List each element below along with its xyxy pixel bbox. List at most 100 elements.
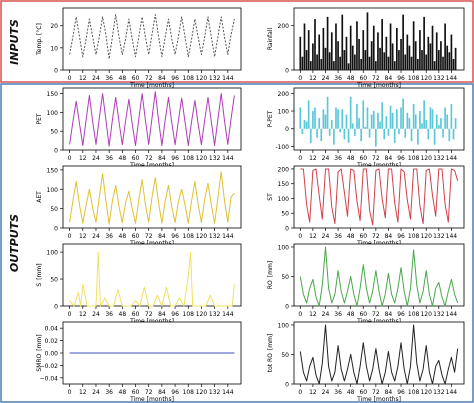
bar-p_pet xyxy=(301,128,304,135)
bar-rainfall xyxy=(444,23,446,70)
x-tick-label: 60 xyxy=(132,311,140,318)
bar-p_pet xyxy=(362,100,365,129)
x-tick-label: 60 xyxy=(359,311,367,318)
x-tick-label: 0 xyxy=(68,155,72,162)
plot-area-aet xyxy=(62,165,242,229)
x-axis-label: Time [months] xyxy=(356,162,401,169)
bar-p_pet xyxy=(433,128,436,145)
bar-rainfall xyxy=(408,45,411,70)
x-tick-label: 84 xyxy=(385,75,393,82)
bar-p_pet xyxy=(379,121,381,129)
bar-p_pet xyxy=(335,107,337,129)
y-tick-label: −0.02 xyxy=(40,363,59,370)
y-tick-label: 100 xyxy=(47,250,59,257)
bar-rainfall xyxy=(370,41,373,70)
x-tick-label: 96 xyxy=(397,155,405,162)
bar-rainfall xyxy=(305,50,308,70)
x-tick-label: 0 xyxy=(298,75,302,82)
bar-rainfall xyxy=(404,54,407,70)
bar-p_pet xyxy=(360,128,362,142)
bar-p_pet xyxy=(385,116,388,129)
y-tick-label: 0.04 xyxy=(45,326,59,333)
bar-rainfall xyxy=(326,16,329,70)
bar-p_pet xyxy=(435,114,438,129)
bar-rainfall xyxy=(330,32,333,70)
x-tick-label: 72 xyxy=(372,233,380,240)
y-tick-label: 0 xyxy=(54,148,58,155)
chart-temp: 0 10 20 0 12 24 36 48 60 72 84 96 108 120 132 144 Time [… xyxy=(36,7,242,89)
y-tick-label: −0.04 xyxy=(40,375,59,382)
bar-p_pet xyxy=(440,118,442,129)
bar-rainfall xyxy=(429,43,432,70)
x-tick-label: 24 xyxy=(92,75,100,82)
x-tick-label: 108 xyxy=(408,233,420,240)
x-tick-label: 36 xyxy=(334,311,342,318)
bar-p_pet xyxy=(303,119,306,129)
y-axis-label: P-PET xyxy=(267,110,274,127)
bar-rainfall xyxy=(364,50,367,70)
bar-rainfall xyxy=(375,61,377,70)
y-axis-label-name: AET xyxy=(36,191,43,203)
bar-rainfall xyxy=(406,34,409,70)
bar-rainfall xyxy=(416,58,419,70)
x-tick-label: 108 xyxy=(183,155,195,162)
x-axis-label: Time [months] xyxy=(129,162,174,169)
y-axis-label: AET xyxy=(36,191,43,203)
bar-rainfall xyxy=(366,12,369,70)
x-tick-label: 120 xyxy=(196,389,208,396)
y-axis-label-unit: [mm] xyxy=(36,263,43,279)
x-tick-label: 60 xyxy=(359,75,367,82)
inputs-frame xyxy=(0,0,474,83)
x-tick-label: 96 xyxy=(397,389,405,396)
x-tick-label: 144 xyxy=(222,75,234,82)
y-tick-label: 10 xyxy=(50,45,58,52)
plot-area-rainfall xyxy=(293,7,465,71)
bar-rainfall xyxy=(343,50,346,70)
series-line-temp xyxy=(69,14,235,60)
bar-p_pet xyxy=(414,114,417,129)
x-tick-label: 120 xyxy=(420,75,432,82)
plot-area-s xyxy=(62,243,242,307)
bar-p_pet xyxy=(402,98,404,129)
x-tick-label: 132 xyxy=(433,311,445,318)
bar-rainfall xyxy=(377,32,379,70)
y-tick-label: 200 xyxy=(278,166,290,173)
y-tick-label: 200 xyxy=(278,23,290,30)
bar-p_pet xyxy=(316,128,318,138)
x-tick-label: 12 xyxy=(309,311,317,318)
x-tick-label: 0 xyxy=(68,233,72,240)
x-tick-label: 84 xyxy=(158,389,166,396)
bar-p_pet xyxy=(351,123,354,129)
y-tick-label: 150 xyxy=(47,167,59,174)
bar-p_pet xyxy=(314,107,316,129)
bar-p_pet xyxy=(387,128,390,136)
bar-p_pet xyxy=(391,112,394,129)
x-tick-label: 60 xyxy=(132,233,140,240)
y-tick-label: 150 xyxy=(278,181,290,188)
chart-tot_ro: 0 50 100 0 12 24 36 48 60 72 84 96 108 120 132 144 Time … xyxy=(267,321,465,403)
x-tick-label: 0 xyxy=(298,155,302,162)
x-axis-label: Time [months] xyxy=(356,82,401,89)
y-tick-label: 50 xyxy=(50,129,58,136)
x-tick-label: 120 xyxy=(196,155,208,162)
x-axis-label: Time [months] xyxy=(356,240,401,247)
y-tick-label: 50 xyxy=(281,211,289,218)
bar-rainfall xyxy=(391,43,394,70)
x-tick-label: 72 xyxy=(372,155,380,162)
x-tick-label: 96 xyxy=(171,389,179,396)
y-tick-label: 100 xyxy=(47,110,59,117)
x-tick-label: 36 xyxy=(105,75,113,82)
bar-p_pet xyxy=(326,96,329,129)
y-axis-label: Temp. [°C] xyxy=(36,23,43,56)
y-axis-label: ST xyxy=(267,193,274,201)
bar-p_pet xyxy=(408,118,411,129)
plot-area-tot_ro xyxy=(293,321,465,385)
y-axis-label-name: PET xyxy=(36,113,43,124)
bar-rainfall xyxy=(396,27,398,70)
bar-p_pet xyxy=(452,128,455,140)
bar-rainfall xyxy=(299,36,302,70)
y-tick-label: 100 xyxy=(278,322,290,329)
bar-rainfall xyxy=(387,56,390,70)
bar-rainfall xyxy=(341,14,344,71)
x-tick-label: 48 xyxy=(119,311,127,318)
